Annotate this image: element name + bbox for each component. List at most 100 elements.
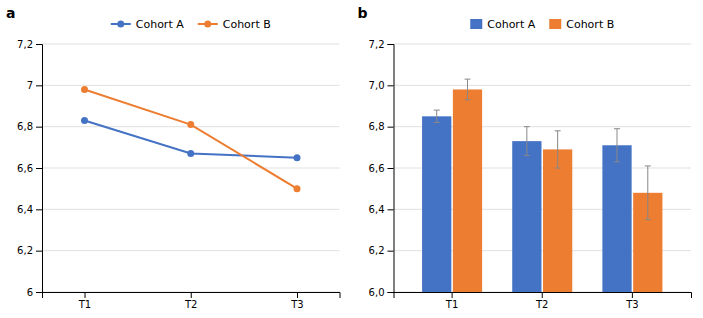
tick: 6,2 [17,245,42,256]
tick: 7,2 [17,39,42,50]
legend-label: Cohort B [566,18,614,31]
point [81,86,88,93]
tick: 6,4 [17,204,42,215]
tick-label: 6,8 [369,121,385,132]
tick-label: T2 [535,299,548,310]
tick: T2 [184,292,197,310]
panel-title: a [6,5,15,21]
tick: 6 [27,287,42,298]
line [85,89,298,188]
tick-label: T2 [184,299,197,310]
axis-line [43,293,341,299]
tick-label: T1 [78,299,91,310]
tick-mark [36,209,42,210]
tick-mark [388,44,394,45]
tick-label: T3 [290,299,303,310]
axis-line [394,293,692,299]
legend-marker [204,21,211,28]
legend-label: Cohort B [223,18,271,31]
tick-label: 6,0 [369,287,385,298]
tick-mark [85,292,86,298]
tick-label: 6,6 [369,163,385,174]
tick: 6,6 [17,163,42,174]
marks [422,79,662,292]
point [187,150,194,157]
panel: b6,06,26,46,66,87,07,2T1T2T3Cohort ACoho… [358,5,692,310]
tick-mark [191,292,192,298]
legend-item: Cohort A [111,18,184,31]
tick: T3 [290,292,303,310]
error-bar [614,129,620,162]
bar-series [453,79,663,292]
grid-line [42,168,340,169]
legend-item: Cohort B [198,18,271,31]
plot-area: 6,06,26,46,66,87,07,2T1T2T3 [369,39,692,310]
legend-label: Cohort A [136,18,184,31]
axis-line [388,45,395,293]
y-axis: 6 6,2 6,4 6,6 6,8 7 7,2 [17,39,42,298]
grid [394,44,692,292]
tick: 6,0 [369,287,394,298]
line [85,120,298,157]
tick-label: 6,4 [17,204,33,215]
tick-mark [36,44,42,45]
legend-swatch [470,19,482,29]
tick-label: 7 [27,80,33,91]
tick: 6,8 [17,121,42,132]
tick-label: 6,2 [17,245,33,256]
tick-mark [388,251,394,252]
tick: 7,2 [369,39,394,50]
grid-line [42,209,340,210]
point [81,117,88,124]
tick: T1 [78,292,91,310]
grid-line [42,85,340,86]
grid-line [394,85,692,86]
tick-label: 6,8 [17,121,33,132]
error-bar [645,166,651,220]
y-axis: 6,06,26,46,66,87,07,2 [369,39,394,298]
tick-mark [452,292,453,298]
tick: T1 [445,292,458,310]
bar [512,141,541,292]
error-bar [434,110,440,122]
tick: 7,0 [369,80,394,91]
tick-mark [36,85,42,86]
tick-label: 7,2 [17,39,33,50]
tick: T2 [535,292,548,310]
panel-title: b [358,5,368,21]
tick: T3 [625,292,638,310]
tick-mark [36,127,42,128]
grid [42,44,340,292]
tick-mark [632,292,633,298]
bar [602,145,631,292]
tick-mark [388,168,394,169]
tick: 7 [27,80,42,91]
legend-item: Cohort B [549,18,614,31]
error-bar [555,131,561,168]
axis-line [36,45,43,293]
legend-label: Cohort A [487,18,535,31]
tick-mark [297,292,298,298]
tick-label: 6,6 [17,163,33,174]
tick-mark [36,168,42,169]
error-bar [524,127,530,156]
tick-mark [388,127,394,128]
markers [81,86,301,192]
tick-mark [36,251,42,252]
bar [453,89,482,292]
legend-swatch [549,19,561,29]
tick-mark [542,292,543,298]
bar [543,149,572,292]
point [294,185,301,192]
grid-line [42,44,340,45]
grid-line [394,44,692,45]
tick: 6,8 [369,121,394,132]
legend: Cohort A Cohort B [111,18,271,31]
grid-line [42,250,340,251]
legend: Cohort A Cohort B [470,18,614,31]
tick: 6,2 [369,245,394,256]
plot-area: 6 6,2 6,4 6,6 6,8 7 7,2 T1 T2 T3 [17,39,340,310]
tick-label: 7,0 [369,80,385,91]
tick-label: 6,2 [369,245,385,256]
panel: a 6 6,2 6,4 6,6 6,8 7 7,2 T1 T2 T3 Cohort A Cohort B [6,5,340,310]
